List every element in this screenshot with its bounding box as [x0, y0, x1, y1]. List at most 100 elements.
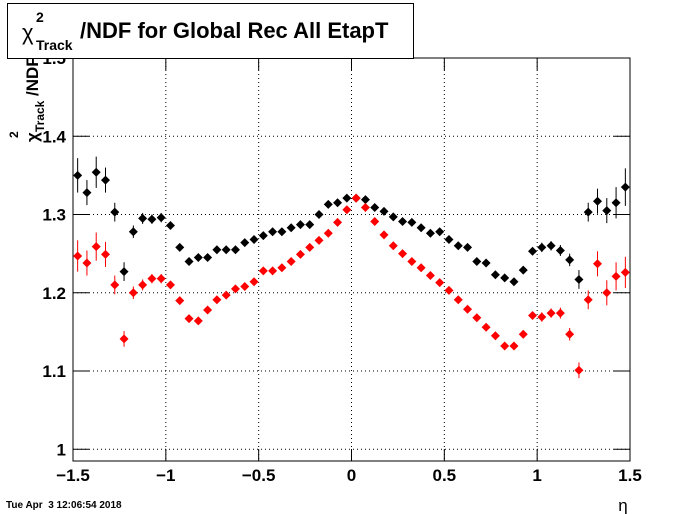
marker	[342, 193, 352, 203]
marker	[230, 284, 240, 294]
x-tick-label: 1	[532, 466, 541, 485]
marker	[119, 334, 129, 344]
marker	[407, 256, 417, 266]
marker	[203, 305, 213, 315]
marker	[128, 288, 138, 298]
x-axis-label: η	[618, 496, 627, 514]
marker	[398, 249, 408, 259]
marker	[509, 277, 519, 287]
marker	[82, 188, 92, 198]
x-tick-label: −1	[156, 466, 175, 485]
x-tick-label: 1.5	[618, 466, 642, 485]
marker	[258, 231, 268, 241]
marker	[184, 256, 194, 266]
marker	[156, 274, 166, 284]
marker	[91, 167, 101, 177]
marker	[258, 266, 268, 276]
marker	[518, 265, 528, 275]
marker	[351, 193, 361, 203]
marker	[565, 329, 575, 339]
y-label-subscript: Track	[33, 100, 47, 132]
marker	[528, 310, 538, 320]
marker	[555, 308, 565, 318]
marker	[453, 241, 463, 251]
y-tick-label: 1.2	[42, 284, 66, 303]
marker	[165, 220, 175, 230]
marker	[305, 242, 315, 252]
marker	[388, 241, 398, 251]
marker	[602, 288, 612, 298]
marker	[203, 253, 213, 263]
x-tick-label: 0.5	[433, 466, 457, 485]
marker	[537, 312, 547, 322]
marker	[240, 281, 250, 291]
marker	[249, 235, 259, 245]
marker	[73, 170, 83, 180]
marker	[295, 249, 305, 259]
marker	[342, 205, 352, 215]
marker	[323, 228, 333, 238]
y-label-symbol: χ	[23, 132, 42, 142]
marker	[156, 213, 166, 223]
marker	[583, 207, 593, 217]
y-tick-label: 1	[57, 440, 66, 459]
x-tick-label: 0	[347, 466, 356, 485]
title-box	[7, 3, 414, 59]
marker	[537, 242, 547, 252]
marker	[277, 227, 287, 237]
marker	[574, 365, 584, 375]
marker	[602, 206, 612, 216]
marker	[425, 228, 435, 238]
marker	[370, 217, 380, 227]
marker	[528, 246, 538, 256]
marker	[147, 274, 157, 284]
marker	[593, 259, 603, 269]
marker	[221, 245, 231, 255]
marker	[518, 329, 528, 339]
marker	[268, 227, 278, 237]
marker	[268, 266, 278, 276]
marker	[212, 245, 222, 255]
marker	[370, 202, 380, 212]
marker	[490, 270, 500, 280]
marker	[509, 341, 519, 351]
marker	[82, 258, 92, 268]
marker	[472, 313, 482, 323]
marker	[333, 198, 343, 208]
marker	[593, 196, 603, 206]
marker	[73, 251, 83, 261]
marker	[583, 295, 593, 305]
marker	[110, 280, 120, 290]
marker	[119, 267, 129, 277]
title-superscript: 2	[36, 9, 44, 25]
marker	[360, 202, 370, 212]
marker	[472, 256, 482, 266]
marker	[286, 256, 296, 266]
marker	[444, 235, 454, 245]
y-label-text: /NDF	[23, 56, 42, 96]
marker	[398, 217, 408, 227]
marker	[138, 280, 148, 290]
marker	[416, 263, 426, 273]
marker	[128, 227, 138, 237]
y-axis-label: χ2 Track/NDF	[7, 56, 47, 142]
marker	[379, 206, 389, 216]
y-tick-label: 1.1	[42, 362, 66, 381]
marker	[453, 295, 463, 305]
marker	[490, 331, 500, 341]
marker	[333, 217, 343, 227]
marker	[193, 253, 203, 263]
marker	[100, 249, 110, 259]
marker	[193, 316, 203, 326]
marker	[184, 314, 194, 324]
marker	[388, 212, 398, 222]
marker	[555, 246, 565, 256]
marker	[100, 175, 110, 185]
marker	[463, 304, 473, 314]
marker	[435, 227, 445, 237]
marker	[546, 308, 556, 318]
marker	[407, 217, 417, 227]
marker	[611, 198, 621, 208]
